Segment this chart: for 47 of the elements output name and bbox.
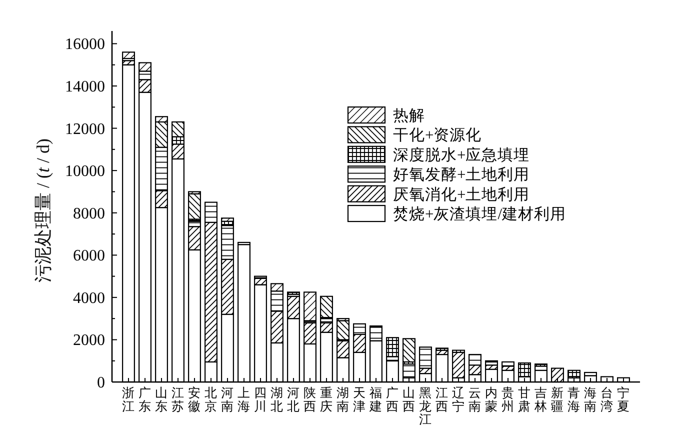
x-tick-label: 宁夏	[617, 385, 630, 414]
x-tick-label: 台湾	[600, 386, 614, 414]
x-tick-label: 陕西	[304, 386, 316, 414]
x-tick-label: 贵州	[502, 386, 514, 414]
x-tick-label: 云南	[468, 386, 482, 414]
x-tick-label: 山东	[155, 386, 168, 414]
y-tick-label: 0	[97, 374, 105, 392]
y-tick-label: 6000	[73, 248, 105, 265]
x-tick-label: 浙江	[122, 386, 135, 414]
x-tick-label: 湖北	[270, 386, 284, 414]
x-tick-label: 福建	[368, 386, 382, 414]
y-tick-label: 10000	[65, 163, 105, 180]
x-tick-label: 河南	[221, 386, 234, 414]
x-tick-label: 江苏	[172, 386, 184, 414]
y-tick-label: 16000	[65, 36, 105, 54]
x-tick-label: 山西	[402, 386, 416, 414]
legend-label: 好氧发酵+土地利用	[393, 166, 530, 184]
y-tick-label: 12000	[65, 120, 105, 138]
x-tick-label: 吉林	[534, 386, 548, 414]
x-tick-label: 辽宁	[452, 386, 465, 414]
x-tick-label: 海南	[584, 386, 597, 414]
y-tick-label: 14000	[65, 78, 105, 96]
x-tick-label: 北京	[204, 386, 218, 414]
x-tick-label: 河北	[287, 386, 300, 414]
x-tick-label: 甘肃	[518, 386, 531, 414]
x-tick-label: 四川	[254, 386, 267, 414]
y-tick-label: 8000	[73, 205, 105, 222]
x-tick-label: 天津	[353, 386, 366, 414]
x-tick-label: 广东	[138, 386, 152, 414]
y-tick-label: 4000	[73, 290, 105, 307]
x-tick-label: 湖南	[336, 386, 350, 414]
legend-label: 干化+资源化	[393, 126, 482, 144]
x-tick-label: 内蒙	[485, 386, 498, 414]
y-axis-title: 污泥处理量 / (t / d)	[33, 138, 53, 283]
x-tick-label: 青海	[568, 386, 580, 414]
legend-label: 厌氧消化+土地利用	[393, 185, 530, 204]
x-tick-label: 黑龙江	[419, 386, 432, 427]
x-tick-label: 江西	[436, 386, 448, 414]
x-tick-label: 上海	[238, 386, 250, 414]
legend-label: 热解	[393, 108, 425, 124]
legend-label: 深度脱水+应急填埋	[393, 146, 530, 164]
x-tick-label: 广西	[386, 386, 399, 414]
y-tick-label: 2000	[73, 332, 105, 350]
x-tick-label: 新疆	[551, 386, 564, 414]
x-tick-label: 重庆	[320, 386, 333, 414]
x-tick-label: 安徽	[188, 385, 201, 414]
legend-label: 焚烧+灰渣填埋/建材利用	[393, 205, 566, 223]
